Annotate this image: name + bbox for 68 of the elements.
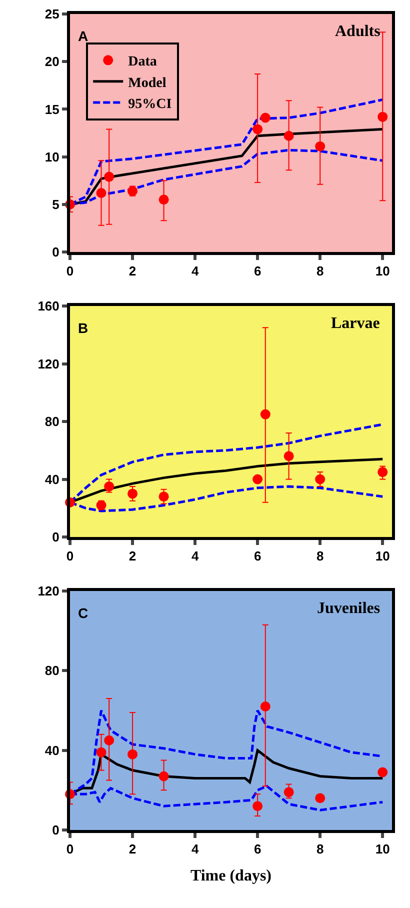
legend-label: Model (128, 76, 166, 91)
x-tick-label: 0 (66, 842, 74, 857)
y-tick-label: 120 (38, 356, 60, 372)
point (284, 130, 294, 141)
y-tick-label: 15 (44, 102, 60, 117)
x-tick-label: 6 (254, 548, 262, 564)
point (128, 488, 138, 499)
y-tick-label: 40 (44, 472, 60, 487)
point (104, 481, 114, 492)
x-tick-label: 4 (191, 548, 200, 564)
annotation: A (78, 28, 88, 44)
x-tick-label: 2 (128, 548, 136, 564)
annotation: C (78, 605, 88, 621)
point (315, 793, 326, 804)
point (104, 172, 114, 182)
point (104, 735, 114, 746)
y-tick-label: 25 (44, 6, 60, 22)
point (252, 474, 263, 484)
point (378, 112, 388, 122)
annotation: Adults (335, 23, 380, 40)
y-tick-label: 0 (52, 530, 60, 545)
point (252, 124, 263, 134)
point (284, 787, 294, 798)
annotation: Juveniles (317, 600, 380, 617)
point (284, 451, 294, 462)
x-tick-label: 0 (66, 548, 74, 564)
point (158, 194, 169, 205)
y-tick-label: 80 (44, 663, 60, 678)
point (158, 492, 169, 502)
x-tick-label: 4 (191, 264, 200, 279)
legend-label: Data (128, 54, 157, 70)
x-tick-label: 10 (375, 548, 390, 564)
x-tick-label: 2 (128, 842, 136, 857)
annotation: B (78, 320, 88, 336)
x-tick-label: 8 (316, 264, 324, 279)
point (260, 409, 270, 420)
point (96, 747, 106, 758)
point (96, 188, 106, 198)
point (252, 801, 263, 812)
y-tick-label: 40 (44, 742, 60, 758)
point (315, 474, 326, 484)
point (260, 112, 270, 123)
y-tick-label: 5 (52, 196, 60, 212)
x-axis-title: Time (days) (190, 867, 272, 884)
x-tick-label: 2 (128, 264, 136, 279)
x-tick-label: 10 (375, 264, 390, 279)
point (128, 749, 138, 760)
y-tick-label: 80 (44, 414, 60, 430)
point (158, 771, 169, 782)
y-tick-label: 10 (44, 149, 60, 164)
annotation: Larvae (331, 315, 380, 332)
x-tick-label: 8 (316, 548, 324, 564)
x-tick-label: 6 (254, 264, 262, 279)
x-tick-label: 6 (254, 842, 262, 857)
point (315, 141, 326, 152)
point (378, 467, 388, 478)
point (378, 767, 388, 778)
x-tick-label: 4 (191, 842, 200, 857)
x-tick-label: 8 (316, 842, 324, 857)
y-tick-label: 0 (52, 244, 60, 260)
y-tick-label: 120 (38, 584, 60, 599)
x-tick-label: 10 (375, 842, 390, 857)
legend-label: 95%CI (128, 97, 172, 112)
y-tick-label: 20 (44, 54, 60, 70)
x-tick-label: 0 (66, 264, 74, 279)
point (260, 702, 270, 712)
y-tick-label: 160 (38, 298, 60, 314)
y-tick-label: 0 (52, 822, 60, 838)
